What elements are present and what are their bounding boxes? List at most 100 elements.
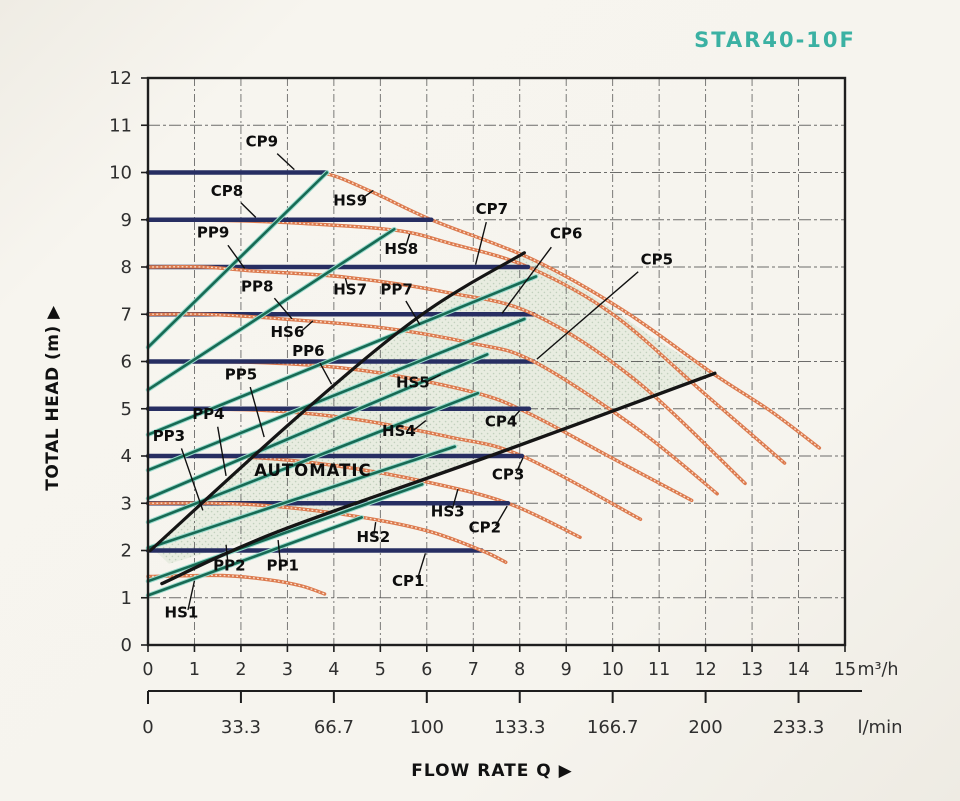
automatic-region-label: AUTOMATIC — [254, 461, 371, 480]
callout-PP7 — [405, 300, 421, 326]
lmin-tick-label: 100 — [410, 717, 444, 738]
callout-PP9 — [227, 244, 246, 269]
y-tick-label: 4 — [121, 446, 132, 467]
curve-label-CP7: CP7 — [476, 200, 508, 218]
x-tick-label: 10 — [602, 660, 624, 680]
callout-CP8 — [240, 202, 257, 218]
curve-label-PP3: PP3 — [153, 427, 185, 445]
curve-label-HS6: HS6 — [271, 323, 305, 341]
y-tick-label: 2 — [121, 541, 132, 562]
callout-CP5 — [536, 271, 639, 360]
x-tick-label: 7 — [468, 660, 479, 680]
lmin-tick-label: 33.3 — [221, 717, 261, 738]
curve-label-HS8: HS8 — [384, 240, 418, 258]
x-tick-label: 1 — [189, 660, 200, 680]
callout-HS1 — [187, 580, 196, 611]
curve-label-PP7: PP7 — [380, 280, 412, 298]
curve-label-PP6: PP6 — [292, 342, 324, 360]
callout-HS7 — [344, 278, 349, 288]
x-tick-label: 14 — [787, 660, 809, 680]
y-tick-label: 6 — [121, 352, 132, 373]
lmin-tick-label: 0 — [142, 717, 153, 738]
callout-PP4 — [217, 426, 227, 476]
curve-HS5-texture — [147, 360, 693, 501]
curve-label-HS1: HS1 — [165, 604, 199, 622]
x-tick-label: 2 — [235, 660, 246, 680]
curve-PP3 — [146, 445, 456, 550]
y-tick-label: 5 — [121, 399, 132, 420]
curve-label-CP3: CP3 — [492, 466, 524, 484]
x-tick-label: 3 — [282, 660, 293, 680]
callout-PP8 — [273, 297, 293, 320]
curve-label-CP5: CP5 — [641, 251, 673, 269]
y-tick-label: 1 — [121, 588, 132, 609]
curve-PP6 — [146, 317, 526, 472]
callout-HS9 — [361, 189, 374, 200]
y-tick-label: 0 — [121, 635, 132, 656]
x-axis-unit-secondary: l/min — [857, 717, 902, 738]
curve-PP9 — [146, 171, 329, 349]
y-tick-label: 11 — [109, 115, 132, 136]
automatic-max-line — [160, 371, 717, 586]
x-tick-label: 15 — [834, 660, 856, 680]
y-tick-label: 9 — [121, 210, 132, 231]
curve-label-CP2: CP2 — [469, 519, 501, 537]
callout-HS3 — [451, 488, 459, 510]
curve-label-PP9: PP9 — [197, 224, 229, 242]
curve-HS7-texture — [147, 266, 746, 484]
curve-label-CP8: CP8 — [211, 182, 243, 200]
x-tick-label: 6 — [421, 660, 432, 680]
x-tick-label: 8 — [514, 660, 525, 680]
y-tick-label: 3 — [121, 493, 132, 514]
x-tick-label: 0 — [142, 660, 153, 680]
callout-HS8 — [405, 233, 411, 247]
callout-CP3 — [515, 457, 524, 474]
y-tick-label: 8 — [121, 257, 132, 278]
callout-PP5 — [249, 386, 265, 438]
curve-HS4-texture — [147, 408, 641, 520]
lmin-tick-label: 66.7 — [314, 717, 354, 738]
callout-CP9 — [276, 153, 295, 171]
lmin-tick-label: 133.3 — [494, 717, 546, 738]
callout-CP7 — [474, 221, 487, 265]
callout-PP2 — [225, 544, 229, 564]
curve-HS3-texture — [147, 455, 581, 538]
callout-CP6 — [501, 246, 552, 314]
x-axis-title: FLOW RATE Q ▶ — [411, 761, 572, 781]
callout-CP4 — [510, 410, 521, 421]
curve-label-CP6: CP6 — [550, 225, 582, 243]
x-axis-unit-primary: m³/h — [857, 660, 898, 680]
curve-label-CP1: CP1 — [392, 572, 424, 590]
automatic-upper-line — [148, 251, 526, 553]
x-tick-label: 9 — [561, 660, 572, 680]
curve-PP2 — [146, 483, 424, 583]
curve-PP7 — [146, 275, 538, 436]
y-tick-label: 10 — [109, 163, 132, 184]
curve-label-HS3: HS3 — [431, 502, 465, 520]
callout-PP6 — [319, 362, 333, 385]
chart-title: STAR40-10F — [694, 28, 856, 52]
curve-label-PP1: PP1 — [267, 556, 299, 574]
callout-CP1 — [416, 553, 427, 580]
y-tick-label: 12 — [109, 68, 132, 89]
curve-HS6 — [146, 312, 719, 496]
callout-HS5 — [427, 374, 442, 382]
x-tick-label: 5 — [375, 660, 386, 680]
callout-PP1 — [277, 540, 282, 564]
curve-label-PP4: PP4 — [192, 405, 224, 423]
lmin-tick-label: 200 — [688, 717, 722, 738]
callout-HS2 — [373, 522, 377, 536]
y-tick-label: 7 — [121, 304, 132, 325]
curve-HS2 — [146, 501, 508, 564]
curve-label-PP5: PP5 — [225, 365, 257, 383]
curve-PP8 — [146, 227, 396, 392]
curve-label-PP8: PP8 — [241, 278, 273, 296]
lmin-tick-label: 233.3 — [773, 717, 825, 738]
callout-CP2 — [494, 505, 508, 527]
callout-HS4 — [413, 420, 427, 431]
callout-HS6 — [300, 320, 314, 332]
curve-label-HS7: HS7 — [333, 280, 367, 298]
curve-label-HS2: HS2 — [356, 528, 390, 546]
